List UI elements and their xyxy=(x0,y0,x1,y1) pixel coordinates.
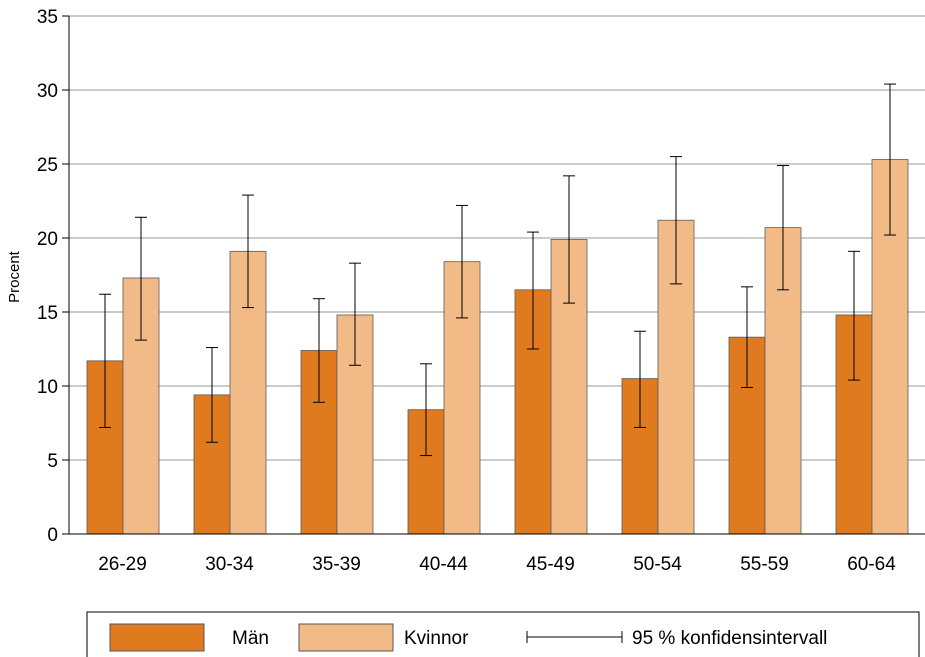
y-tick-label: 0 xyxy=(47,525,58,546)
y-tick-label: 25 xyxy=(37,155,58,176)
x-tick-label: 45-49 xyxy=(526,554,575,575)
axes xyxy=(68,16,925,535)
bars xyxy=(86,159,909,535)
x-tick-label: 50-54 xyxy=(633,554,682,575)
x-tick-label: 30-34 xyxy=(205,554,254,575)
y-tick-label: 30 xyxy=(37,81,58,102)
bar xyxy=(443,261,481,535)
x-tick-label: 35-39 xyxy=(312,554,361,575)
error-bars xyxy=(99,83,896,457)
y-tick-label: 35 xyxy=(37,7,58,28)
y-tick-label: 20 xyxy=(37,229,58,250)
y-tick-label: 5 xyxy=(47,451,58,472)
legend-ci-symbol xyxy=(526,631,623,643)
x-tick-label: 26-29 xyxy=(98,554,147,575)
legend-label-men: Män xyxy=(232,628,269,649)
y-ticks: 0 5 10 15 20 25 30 35 xyxy=(37,7,69,546)
legend-box xyxy=(86,611,920,657)
x-tick-label: 55-59 xyxy=(740,554,789,575)
legend: Män Kvinnor 95 % konfidensintervall xyxy=(86,611,920,657)
legend-label-women: Kvinnor xyxy=(404,628,469,649)
x-ticks: 26-29 30-34 35-39 40-44 45-49 50-54 55-59 60-64 xyxy=(98,554,896,575)
legend-swatch-women xyxy=(298,623,394,652)
y-tick-label: 10 xyxy=(37,377,58,398)
legend-label-ci: 95 % konfidensintervall xyxy=(632,628,827,649)
y-axis-label: Procent xyxy=(6,250,23,303)
legend-swatch-men xyxy=(109,623,205,652)
x-tick-label: 40-44 xyxy=(419,554,468,575)
y-tick-label: 15 xyxy=(37,303,58,324)
x-tick-label: 60-64 xyxy=(847,554,896,575)
